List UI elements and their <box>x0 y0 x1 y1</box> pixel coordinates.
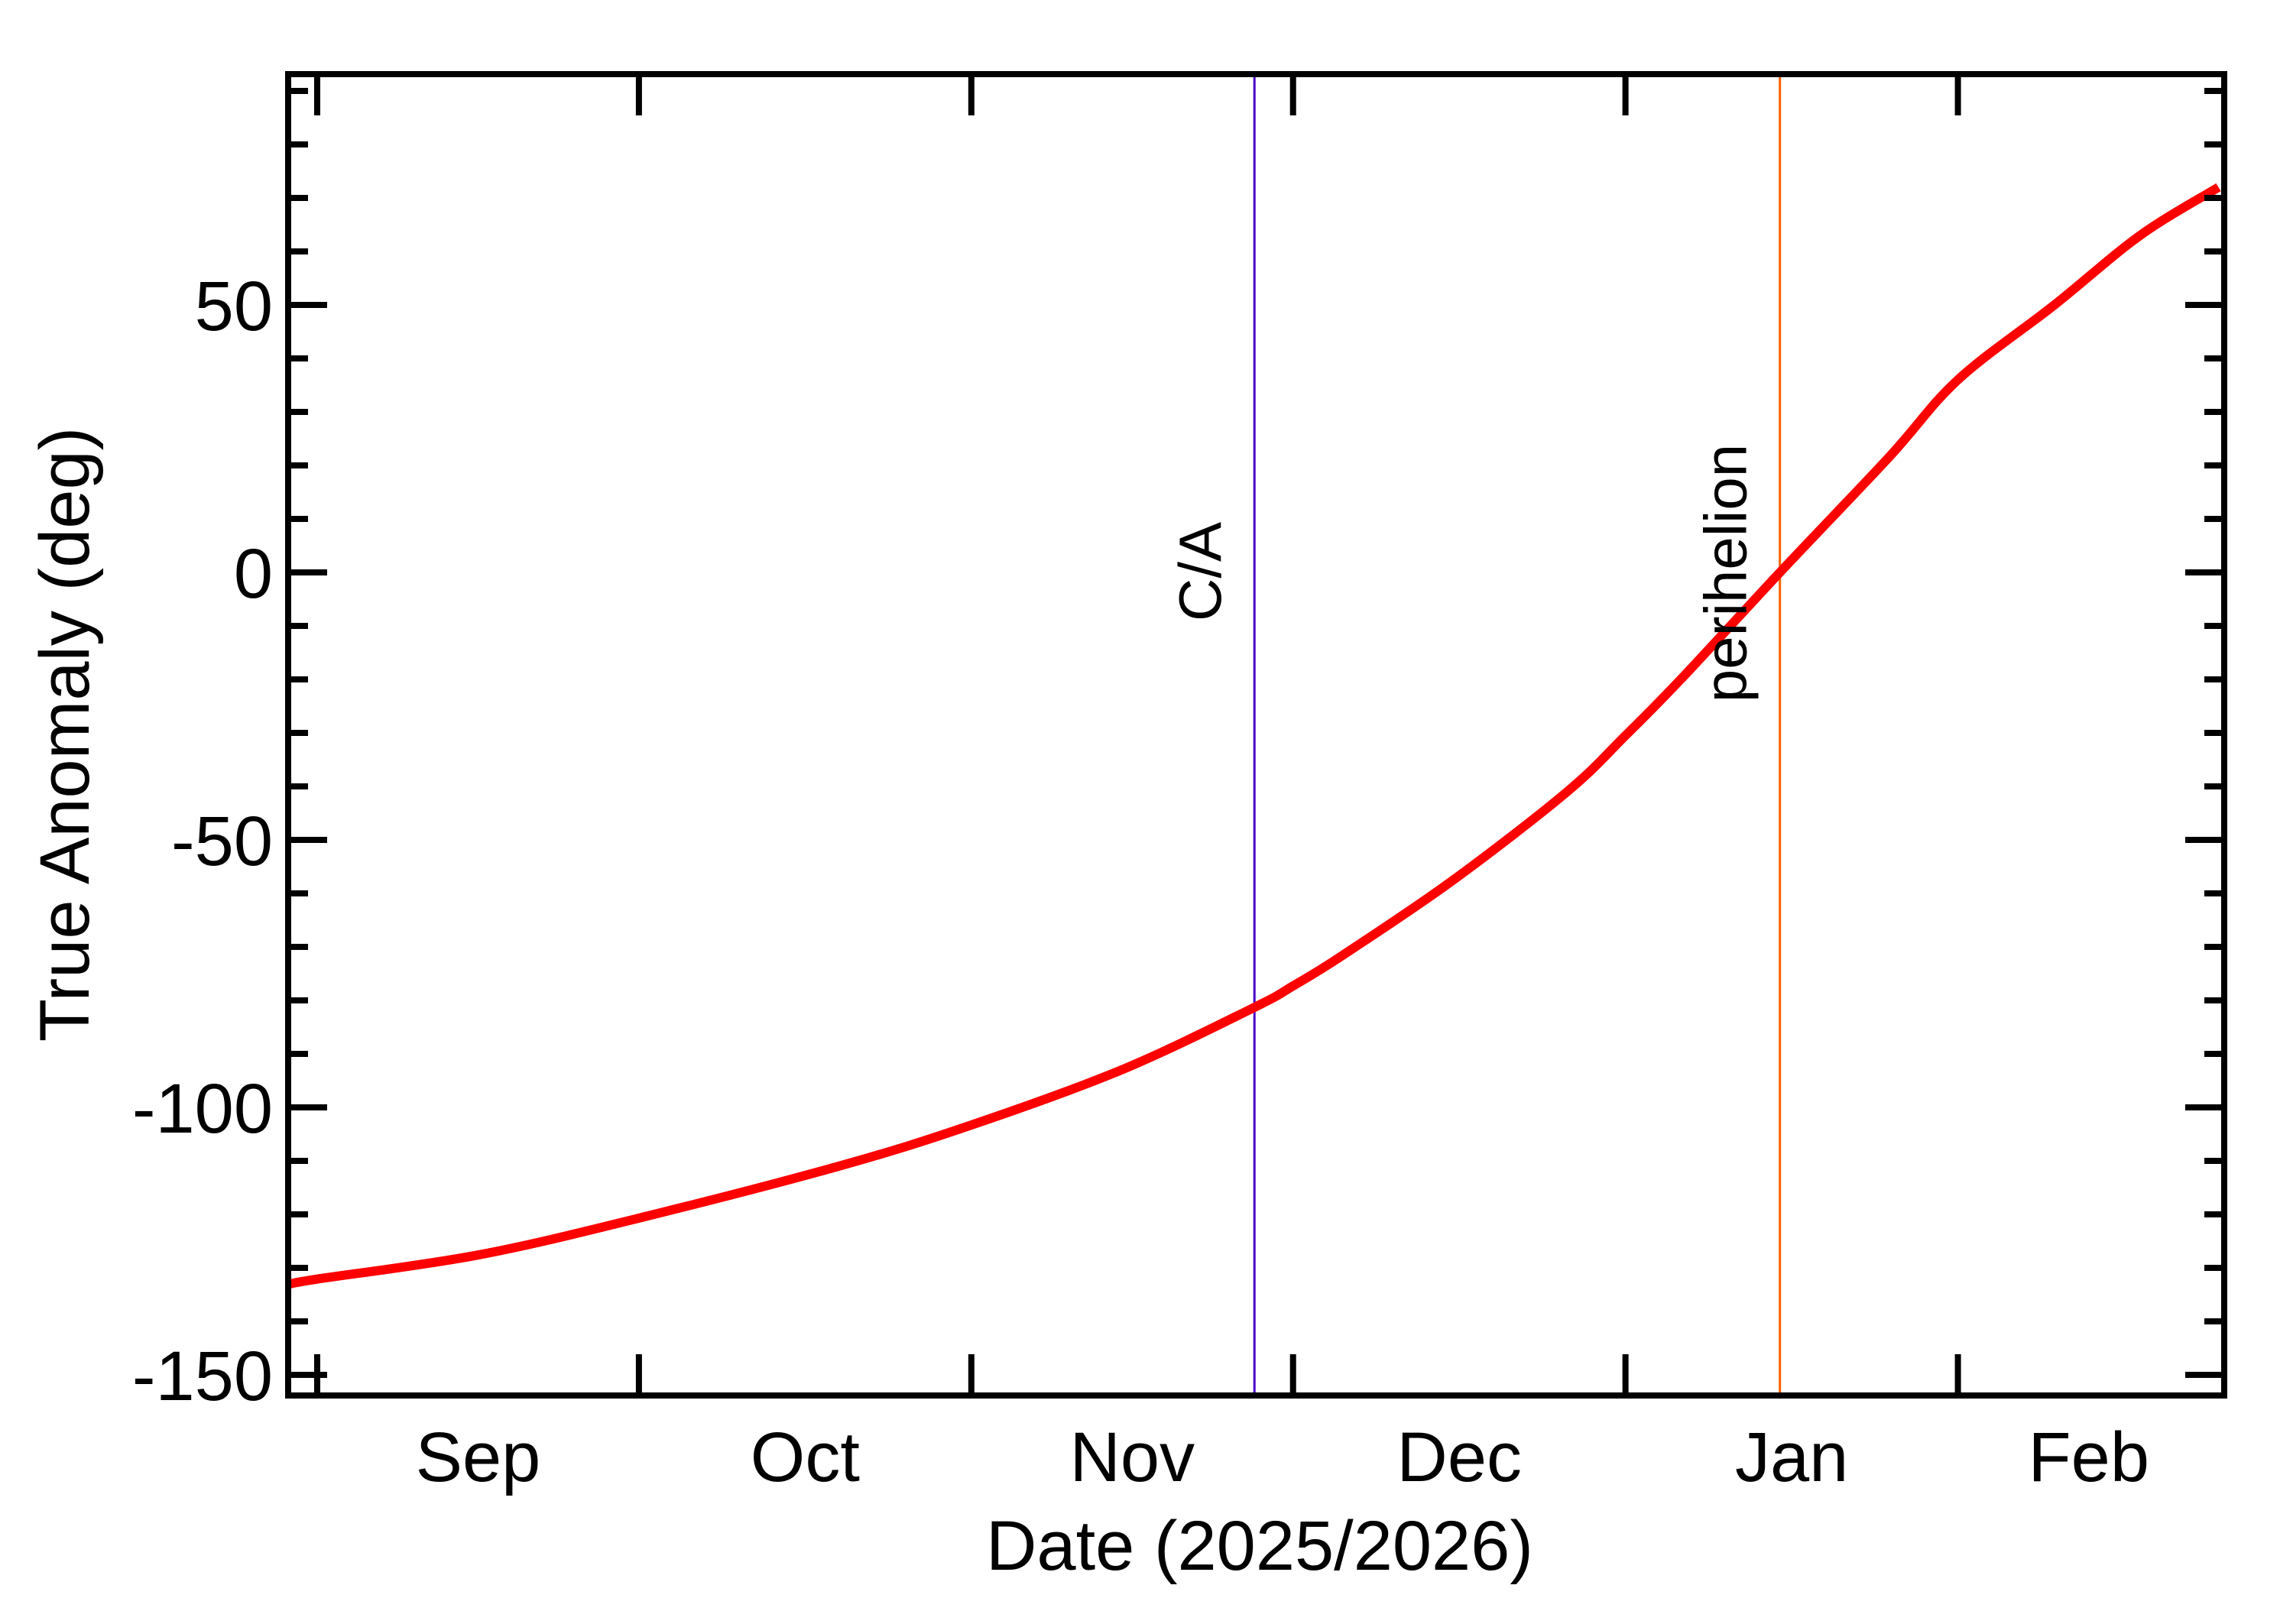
y-tick-label: 0 <box>234 535 273 613</box>
x-tick-label-sep: Sep <box>416 1418 541 1496</box>
x-axis-title: Date (2025/2026) <box>986 1507 1533 1585</box>
x-tick-label-oct: Oct <box>751 1418 860 1496</box>
y-tick-label: 50 <box>195 267 273 345</box>
closest-approach-label: C/A <box>1166 522 1234 621</box>
x-axis-tick-labels: Sep Oct Nov Dec Jan Feb <box>416 1418 2149 1496</box>
y-axis-tick-labels: 50 0 -50 -100 -150 <box>132 267 273 1415</box>
x-tick-label-dec: Dec <box>1396 1418 1522 1496</box>
x-tick-label-feb: Feb <box>2028 1418 2149 1496</box>
perihelion-label: perihelion <box>1692 444 1759 702</box>
true-anomaly-curve <box>287 183 2221 1289</box>
x-tick-label-nov: Nov <box>1069 1418 1195 1496</box>
y-axis-title: True Anomaly (deg) <box>26 427 104 1042</box>
y-tick-label: -150 <box>132 1337 273 1415</box>
plot-frame <box>285 71 2227 1399</box>
y-tick-label: -50 <box>171 802 273 880</box>
y-tick-label: -100 <box>132 1070 273 1148</box>
axis-ticks <box>288 74 2224 1395</box>
x-tick-label-jan: Jan <box>1735 1418 1848 1496</box>
